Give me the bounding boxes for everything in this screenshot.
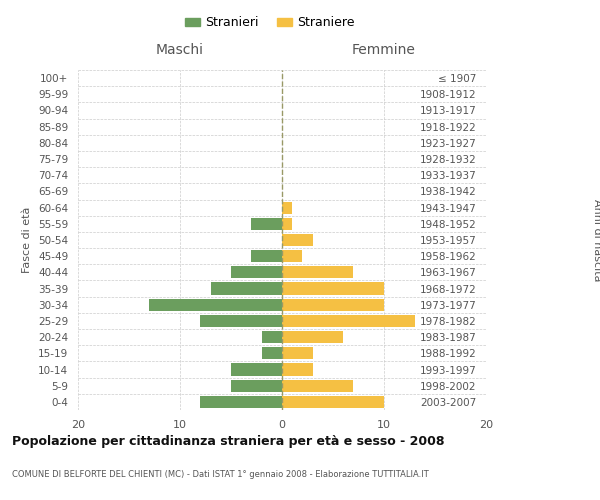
Text: Maschi: Maschi	[156, 43, 204, 57]
Bar	[262, 331, 282, 343]
Bar	[282, 234, 313, 246]
Text: Popolazione per cittadinanza straniera per età e sesso - 2008: Popolazione per cittadinanza straniera p…	[12, 435, 445, 448]
Bar	[282, 282, 384, 294]
Bar	[211, 282, 282, 294]
Bar	[282, 396, 384, 408]
Bar	[262, 348, 282, 360]
Bar	[282, 218, 292, 230]
Text: Anni di nascita: Anni di nascita	[592, 198, 600, 281]
Bar	[282, 250, 302, 262]
Text: COMUNE DI BELFORTE DEL CHIENTI (MC) - Dati ISTAT 1° gennaio 2008 - Elaborazione : COMUNE DI BELFORTE DEL CHIENTI (MC) - Da…	[12, 470, 429, 479]
Bar	[282, 202, 292, 213]
Bar	[231, 364, 282, 376]
Bar	[200, 315, 282, 327]
Legend: Stranieri, Straniere: Stranieri, Straniere	[180, 11, 360, 34]
Bar	[231, 380, 282, 392]
Bar	[282, 348, 313, 360]
Bar	[251, 218, 282, 230]
Bar	[282, 331, 343, 343]
Text: Femmine: Femmine	[352, 43, 416, 57]
Bar	[200, 396, 282, 408]
Bar	[282, 315, 415, 327]
Bar	[149, 298, 282, 311]
Bar	[282, 380, 353, 392]
Bar	[231, 266, 282, 278]
Bar	[251, 250, 282, 262]
Bar	[282, 266, 353, 278]
Y-axis label: Fasce di età: Fasce di età	[22, 207, 32, 273]
Bar	[282, 298, 384, 311]
Bar	[282, 364, 313, 376]
